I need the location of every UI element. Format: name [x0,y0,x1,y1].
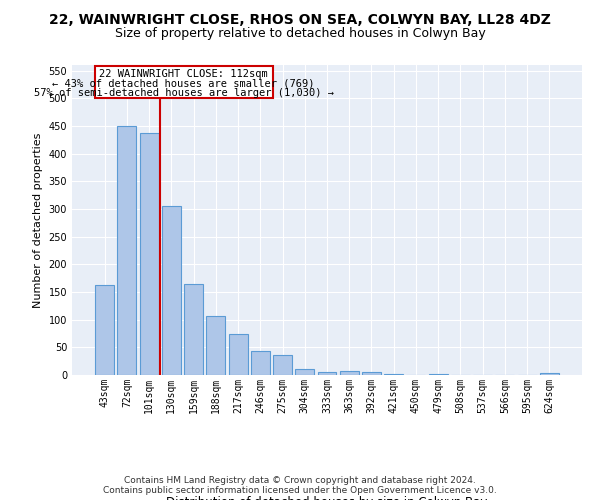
Bar [229,334,248,375]
Bar [184,284,203,375]
FancyBboxPatch shape [95,66,272,98]
Bar [162,206,181,375]
Bar [362,372,381,375]
Bar [140,133,158,375]
Bar [340,371,359,375]
Bar [95,285,114,375]
Text: ← 43% of detached houses are smaller (769): ← 43% of detached houses are smaller (76… [52,79,315,89]
Text: 22, WAINWRIGHT CLOSE, RHOS ON SEA, COLWYN BAY, LL28 4DZ: 22, WAINWRIGHT CLOSE, RHOS ON SEA, COLWY… [49,12,551,26]
Bar [118,126,136,375]
Bar [295,370,314,375]
Text: Contains HM Land Registry data © Crown copyright and database right 2024.
Contai: Contains HM Land Registry data © Crown c… [103,476,497,495]
Bar [540,373,559,375]
Text: Size of property relative to detached houses in Colwyn Bay: Size of property relative to detached ho… [115,28,485,40]
Bar [429,374,448,375]
Bar [384,374,403,375]
Y-axis label: Number of detached properties: Number of detached properties [33,132,43,308]
Text: 22 WAINWRIGHT CLOSE: 112sqm: 22 WAINWRIGHT CLOSE: 112sqm [99,69,268,79]
Text: 57% of semi-detached houses are larger (1,030) →: 57% of semi-detached houses are larger (… [34,88,334,99]
Bar [251,350,270,375]
Bar [317,372,337,375]
X-axis label: Distribution of detached houses by size in Colwyn Bay: Distribution of detached houses by size … [166,496,488,500]
Bar [273,355,292,375]
Bar [206,316,225,375]
